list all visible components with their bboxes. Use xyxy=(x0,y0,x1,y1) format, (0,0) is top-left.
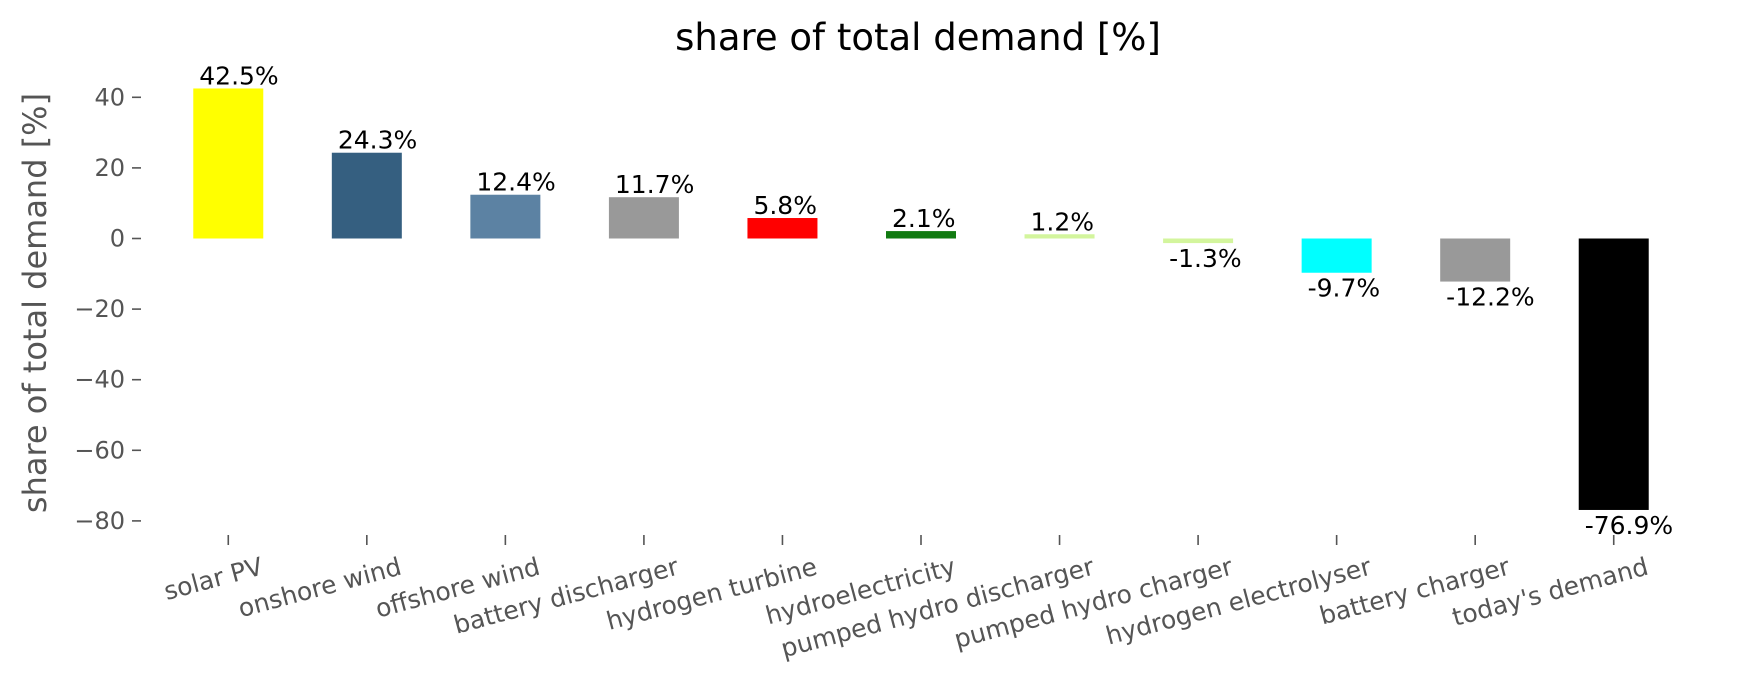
data-label: -1.3% xyxy=(1169,244,1242,273)
y-tick-label: 0 xyxy=(110,225,125,253)
bar-hydrogen-electrolyser xyxy=(1301,238,1372,273)
data-label: -9.7% xyxy=(1308,274,1381,303)
y-axis: 40 20 0 −20 −40 −60 −80 xyxy=(74,83,141,535)
bar-today-s-demand xyxy=(1578,238,1649,510)
bar-hydroelectricity xyxy=(886,231,956,239)
bar-hydrogen-turbine xyxy=(747,218,818,239)
y-tick-label: −20 xyxy=(74,295,125,323)
bar-solar-pv xyxy=(193,88,264,239)
bar-onshore-wind xyxy=(331,152,402,239)
bar-offshore-wind xyxy=(470,194,541,239)
y-tick-label: 40 xyxy=(94,83,125,111)
bar-battery-discharger xyxy=(608,197,679,239)
data-labels-group: 42.5% 24.3% 12.4% 11.7% 5.8% 2.1% 1.2% -1.3% -9.… xyxy=(199,61,1673,539)
data-label: 12.4% xyxy=(476,168,555,197)
data-label: 24.3% xyxy=(338,126,417,155)
y-axis-label: share of total demand [%] xyxy=(16,93,54,513)
data-label: 5.8% xyxy=(753,191,817,220)
data-label: 11.7% xyxy=(615,170,694,199)
bar-pumped-hydro-discharger xyxy=(1024,234,1095,239)
y-tick-label: −80 xyxy=(74,507,125,535)
chart-title: share of total demand [%] xyxy=(675,16,1161,59)
data-label: -76.9% xyxy=(1585,511,1673,540)
data-label: 1.2% xyxy=(1031,207,1095,236)
y-tick-label: 20 xyxy=(94,154,125,182)
data-label: 2.1% xyxy=(892,204,956,233)
bar-battery-charger xyxy=(1440,238,1511,282)
y-tick-label: −40 xyxy=(74,366,125,394)
bars-group xyxy=(193,88,1649,510)
y-tick-label: −60 xyxy=(74,436,125,464)
data-label: 42.5% xyxy=(199,61,278,90)
bar-pumped-hydro-charger xyxy=(1163,238,1234,244)
data-label: -12.2% xyxy=(1446,283,1534,312)
